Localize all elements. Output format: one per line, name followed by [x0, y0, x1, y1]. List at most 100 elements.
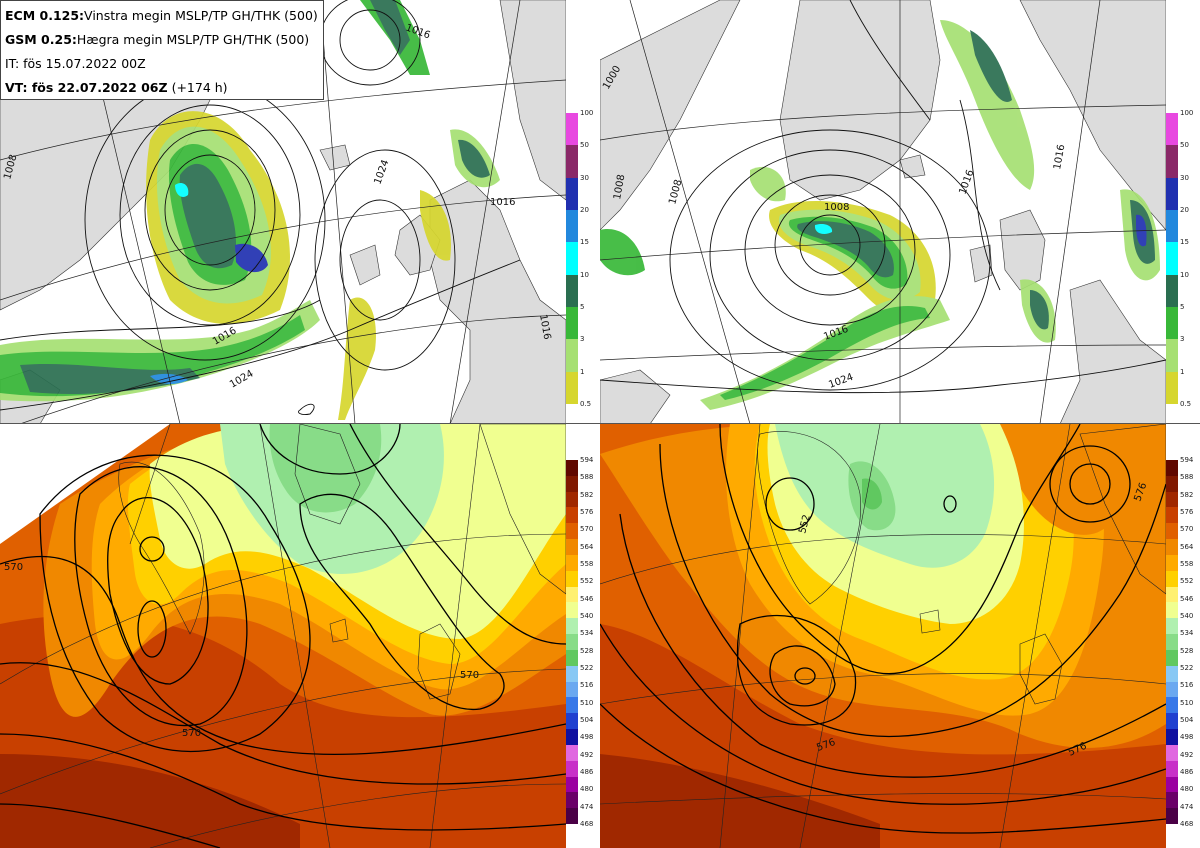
gsm-geopotential-thickness-map: 552 576 576 576	[600, 424, 1166, 848]
thickness-swatch	[1166, 697, 1178, 714]
thickness-swatch	[1166, 713, 1178, 730]
thickness-swatch	[566, 602, 578, 619]
precip-swatch	[1166, 307, 1178, 340]
thickness-swatch	[1166, 602, 1178, 619]
thickness-swatch	[1166, 523, 1178, 540]
isobars	[600, 0, 1166, 394]
precip-tick-label: 15	[1180, 238, 1189, 247]
land-outlines	[757, 424, 1166, 705]
thickness-tick-label: 474	[1180, 802, 1194, 811]
thickness-tick-label: 498	[1180, 733, 1194, 742]
legend-line-gsm: GSM 0.25:Hægra megin MSLP/TP GH/THK (500…	[5, 28, 319, 52]
isobar-label: 1024	[372, 158, 391, 186]
isobar-label: 1016	[537, 314, 552, 341]
isobar-label: 1016	[1052, 144, 1067, 171]
valid-time: VT: fös 22.07.2022 06Z	[5, 80, 168, 95]
thickness-swatch	[566, 554, 578, 571]
precip-tick-label: 5	[1180, 303, 1185, 311]
precip-tick-label: 10	[1180, 270, 1189, 279]
precip-swatch	[1166, 210, 1178, 243]
thickness-swatch	[1166, 618, 1178, 635]
thickness-swatch	[1166, 475, 1178, 492]
thickness-swatch	[1166, 460, 1178, 476]
precip-tick-label: 30	[580, 173, 589, 182]
thickness-swatch	[1166, 507, 1178, 524]
precip-colorbar-right: 100 50 30 20 15 10 5 3 1 0.5	[1166, 109, 1200, 408]
thickness-tick-label: 504	[580, 716, 594, 724]
precip-tick-label: 3	[1180, 335, 1185, 344]
thickness-swatch	[566, 649, 578, 666]
land-areas	[600, 0, 1166, 424]
ecm-description: Vinstra megin MSLP/TP GH/THK (500)	[84, 8, 318, 23]
thickness-swatch	[566, 491, 578, 508]
thickness-tick-label: 552	[1180, 577, 1194, 586]
thickness-tick-label: 558	[1180, 560, 1194, 568]
thickness-tick-label: 564	[1180, 542, 1194, 551]
precip-tick-label: 0.5	[1180, 400, 1192, 408]
precip-swatch	[566, 339, 578, 372]
thickness-swatch	[1166, 634, 1178, 650]
height-labels: 570 570 570	[4, 562, 479, 739]
thickness-swatch	[1166, 491, 1178, 508]
thickness-swatch	[566, 776, 578, 793]
thickness-swatch	[566, 586, 578, 603]
thickness-swatch	[566, 539, 578, 555]
thickness-swatch	[1166, 554, 1178, 571]
height-label: 570	[460, 670, 479, 681]
isobar-label: 1008	[824, 202, 849, 213]
thickness-tick-label: 594	[580, 456, 594, 464]
thickness-swatch	[1166, 586, 1178, 603]
thickness-tick-label: 576	[580, 508, 594, 516]
thickness-swatch	[1166, 776, 1178, 793]
precip-tick-label: 50	[1180, 141, 1189, 150]
thickness-tick-label: 486	[1180, 768, 1194, 776]
thickness-swatch	[566, 792, 578, 809]
thickness-tick-label: 546	[1180, 594, 1194, 603]
thickness-tick-label: 588	[580, 473, 594, 482]
thickness-swatch	[1166, 649, 1178, 666]
precip-swatch	[1166, 371, 1178, 404]
graticule	[0, 0, 566, 424]
gsm-mslp-precip-svg: 1000 1008 1008 1008 1016 1016 1016 1024	[600, 0, 1166, 424]
precip-tick-label: 15	[580, 238, 589, 247]
thickness-tick-label: 582	[580, 490, 594, 499]
precip-tick-label: 0.5	[580, 400, 592, 408]
gsm-model-label: GSM 0.25:	[5, 32, 77, 47]
valid-time-line: VT: fös 22.07.2022 06Z (+174 h)	[5, 76, 319, 100]
thickness-tick-label: 576	[1180, 508, 1194, 516]
thickness-swatch	[1166, 808, 1178, 824]
thickness-tick-label: 528	[580, 646, 594, 655]
precip-tick-label: 100	[1180, 109, 1194, 117]
thickness-tick-label: 510	[580, 698, 594, 707]
thickness-swatch	[1166, 539, 1178, 555]
thickness-swatch	[566, 808, 578, 824]
ecm-model-label: ECM 0.125:	[5, 8, 85, 23]
graticule	[600, 0, 1166, 424]
precip-swatch	[566, 210, 578, 243]
thickness-tick-label: 486	[580, 768, 594, 776]
ecm-thickness-svg: 570 570 570	[0, 424, 566, 848]
thickness-tick-label: 540	[580, 612, 594, 620]
thickness-tick-label: 516	[1180, 681, 1194, 690]
thickness-swatch	[1166, 681, 1178, 698]
thickness-tick-label: 558	[580, 560, 594, 568]
precip-swatch	[1166, 274, 1178, 307]
precip-swatch	[566, 274, 578, 307]
thickness-tick-label: 498	[580, 733, 594, 742]
height-contours	[600, 424, 1166, 834]
initial-time: IT: fös 15.07.2022 00Z	[5, 56, 146, 71]
thickness-swatch	[566, 744, 578, 761]
height-label: 570	[4, 562, 23, 573]
thickness-swatch	[566, 618, 578, 635]
thickness-tick-label: 570	[1180, 525, 1194, 534]
thickness-fill	[0, 424, 566, 848]
isobar-label: 1024	[228, 368, 256, 390]
precip-tick-label: 1	[1180, 367, 1185, 376]
thickness-swatch	[566, 570, 578, 587]
precip-tick-label: 50	[580, 141, 589, 150]
gsm-description: Hægra megin MSLP/TP GH/THK (500)	[76, 32, 310, 47]
precip-tick-label: 20	[1180, 206, 1189, 214]
thickness-swatch	[1166, 792, 1178, 809]
thickness-tick-label: 492	[580, 750, 594, 759]
precip-tick-label: 5	[580, 303, 585, 311]
